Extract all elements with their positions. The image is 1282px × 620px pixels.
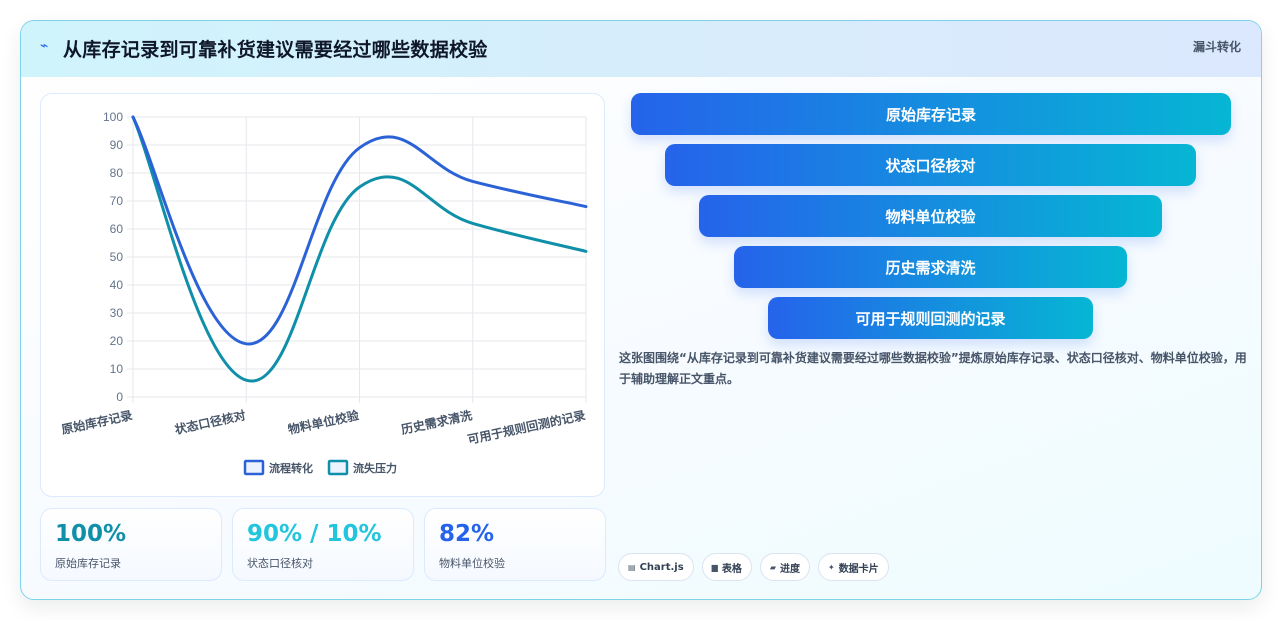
x-tick-label: 状态口径核对 [173, 407, 247, 437]
x-tick-label: 可用于规则回测的记录 [466, 407, 587, 447]
progress-icon: ▰ [769, 562, 776, 572]
chip-label: 表格 [721, 563, 742, 575]
funnel-step: 状态口径核对 [665, 144, 1196, 186]
series-line [131, 115, 588, 383]
y-tick-label: 10 [110, 362, 124, 376]
chip-label: 进度 [779, 563, 800, 575]
funnel-diagram: 原始库存记录 状态口径核对 物料单位校验 历史需求清洗 可用于规则回测的记录 [621, 93, 1231, 343]
page-title: 从库存记录到可靠补货建议需要经过哪些数据校验 [63, 39, 488, 61]
y-tick-label: 70 [110, 194, 124, 208]
legend-label: 流失压力 [353, 461, 397, 475]
chip-label: 数据卡片 [838, 563, 879, 575]
y-tick-label: 40 [110, 278, 124, 292]
stat-card-2: 90% / 10% 状态口径核对 [232, 508, 414, 581]
chart-icon: ▤ [628, 562, 636, 572]
card-header: ⌁ 从库存记录到可靠补货建议需要经过哪些数据校验 漏斗转化 [21, 21, 1261, 77]
chip-table[interactable]: ▆ 表格 [701, 553, 752, 581]
y-tick-label: 80 [110, 166, 124, 180]
funnel-step: 物料单位校验 [699, 195, 1162, 237]
stat-label: 状态口径核对 [247, 557, 313, 570]
chip-chartjs[interactable]: ▤ Chart.js [618, 553, 694, 581]
chip-label: Chart.js [639, 561, 684, 573]
stat-card-3: 82% 物料单位校验 [424, 508, 606, 581]
y-tick-label: 30 [110, 306, 124, 320]
funnel-step: 原始库存记录 [631, 93, 1231, 135]
stat-label: 物料单位校验 [439, 557, 505, 570]
x-tick-label: 历史需求清洗 [400, 407, 474, 437]
stat-value: 82% [439, 521, 495, 547]
y-tick-label: 50 [110, 250, 124, 264]
series-line [131, 115, 588, 346]
legend-label: 流程转化 [269, 461, 313, 475]
line-chart-panel: 0 10 20 30 40 50 60 70 80 90 100 原始库存记录 状态口径核对 物料单位校验… [40, 93, 605, 497]
sparkle-icon: ✦ [827, 562, 835, 572]
y-tick-label: 100 [103, 110, 123, 124]
tech-chips: ▤ Chart.js ▆ 表格 ▰ 进度 ✦ 数据卡片 [618, 553, 889, 581]
funnel-step: 可用于规则回测的记录 [768, 297, 1093, 339]
x-tick-label: 原始库存记录 [60, 407, 134, 437]
stat-value: 100% [55, 521, 127, 547]
chip-data-card[interactable]: ✦ 数据卡片 [817, 553, 889, 581]
stat-value: 90% / 10% [247, 521, 382, 547]
y-tick-label: 60 [110, 222, 124, 236]
chart-description: 这张图围绕“从库存记录到可靠补货建议需要经过哪些数据校验”提炼原始库存记录、状态… [619, 351, 1247, 386]
chip-progress[interactable]: ▰ 进度 [759, 553, 810, 581]
x-tick-label: 物料单位校验 [287, 407, 362, 437]
table-icon: ▆ [711, 562, 718, 572]
chart-type-tag: 漏斗转化 [1192, 40, 1241, 54]
stat-label: 原始库存记录 [55, 557, 121, 570]
funnel-step: 历史需求清洗 [734, 246, 1127, 288]
report-card: ⌁ 从库存记录到可靠补货建议需要经过哪些数据校验 漏斗转化 0 10 20 30 40 5… [20, 20, 1262, 600]
lightning-icon: ⌁ [40, 38, 49, 54]
legend-swatch [243, 459, 265, 476]
y-tick-label: 0 [116, 390, 123, 404]
y-tick-label: 20 [110, 334, 124, 348]
stat-card-1: 100% 原始库存记录 [40, 508, 222, 581]
legend-swatch [327, 459, 349, 476]
y-tick-label: 90 [110, 138, 124, 152]
line-chart: 0 10 20 30 40 50 60 70 80 90 100 原始库存记录 状态口径核对 物料单位校验… [60, 110, 588, 476]
